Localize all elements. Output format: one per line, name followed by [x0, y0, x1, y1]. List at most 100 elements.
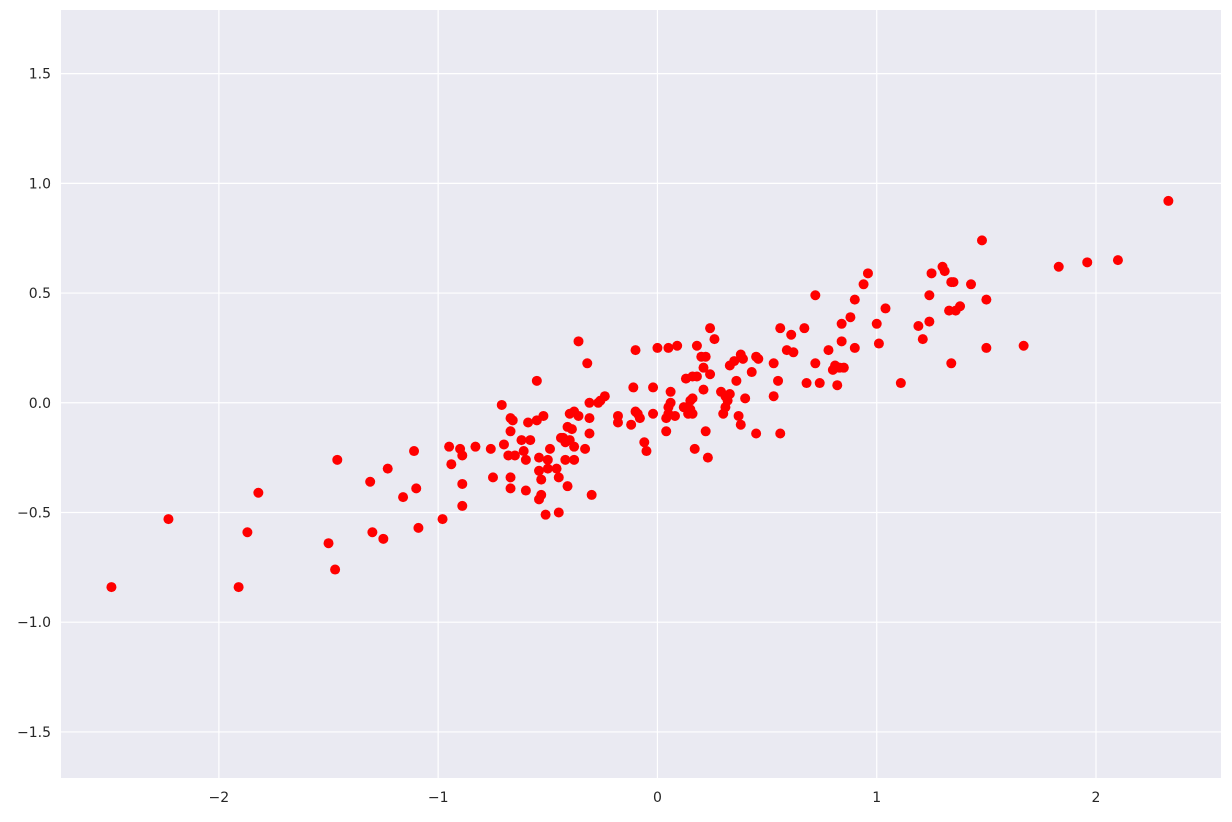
point: [832, 380, 843, 391]
x-tick-label: 1: [872, 790, 881, 806]
point: [163, 514, 174, 525]
point: [566, 424, 577, 435]
point: [836, 318, 847, 329]
x-tick-label: −1: [428, 790, 449, 806]
point: [845, 312, 856, 323]
point: [378, 533, 389, 544]
point: [687, 408, 698, 419]
point: [731, 375, 742, 386]
point: [509, 450, 520, 461]
point: [814, 378, 825, 389]
point: [569, 441, 580, 452]
y-tick-label: 1.5: [29, 67, 51, 83]
point: [981, 294, 992, 305]
y-tick-label: 0.0: [29, 396, 51, 412]
point: [849, 342, 860, 353]
point: [253, 487, 264, 498]
point: [582, 358, 593, 369]
point: [538, 410, 549, 421]
y-tick-label: −1.0: [17, 615, 51, 631]
point: [926, 268, 937, 279]
point: [612, 417, 623, 428]
point: [689, 443, 700, 454]
point: [836, 336, 847, 347]
point: [665, 386, 676, 397]
point: [838, 362, 849, 373]
point: [630, 345, 641, 356]
point: [729, 356, 740, 367]
point: [966, 279, 977, 290]
points: [106, 195, 1174, 593]
point: [981, 342, 992, 353]
point: [880, 303, 891, 314]
point: [507, 415, 518, 426]
point: [437, 514, 448, 525]
point: [799, 323, 810, 334]
plot-area: [61, 10, 1221, 778]
point: [737, 353, 748, 364]
point: [672, 340, 683, 351]
point: [698, 384, 709, 395]
y-tick-label: −1.5: [17, 725, 51, 741]
point: [687, 393, 698, 404]
point: [1053, 261, 1064, 272]
point: [858, 279, 869, 290]
point: [1112, 255, 1123, 266]
point: [751, 428, 762, 439]
point: [586, 489, 597, 500]
point: [544, 443, 555, 454]
point: [485, 443, 496, 454]
point: [691, 340, 702, 351]
point: [382, 463, 393, 474]
point: [709, 334, 720, 345]
point: [233, 582, 244, 593]
point: [705, 369, 716, 380]
point: [446, 459, 457, 470]
point: [531, 375, 542, 386]
y-tick-label: 1.0: [29, 176, 51, 192]
point: [810, 290, 821, 301]
point: [768, 391, 779, 402]
point: [523, 417, 534, 428]
point: [444, 441, 455, 452]
point: [700, 351, 711, 362]
point: [862, 268, 873, 279]
point: [573, 336, 584, 347]
point: [661, 426, 672, 437]
point: [924, 290, 935, 301]
point: [367, 527, 378, 538]
point: [924, 316, 935, 327]
point: [634, 413, 645, 424]
y-tick-label: 0.5: [29, 286, 51, 302]
point: [536, 474, 547, 485]
point: [580, 443, 591, 454]
point: [505, 426, 516, 437]
point: [553, 507, 564, 518]
point: [1163, 195, 1174, 206]
point: [242, 527, 253, 538]
point: [955, 301, 966, 312]
point: [520, 485, 531, 496]
point: [332, 454, 343, 465]
point: [700, 426, 711, 437]
point: [518, 446, 529, 457]
x-tick-label: −2: [209, 790, 230, 806]
point: [457, 478, 468, 489]
point: [946, 358, 957, 369]
point: [516, 435, 527, 446]
point: [540, 509, 551, 520]
point: [569, 454, 580, 465]
point: [849, 294, 860, 305]
point: [628, 382, 639, 393]
point: [702, 452, 713, 463]
point: [551, 463, 562, 474]
point: [534, 452, 545, 463]
point: [735, 419, 746, 430]
point: [323, 538, 334, 549]
point: [553, 472, 564, 483]
point: [669, 410, 680, 421]
point: [768, 358, 779, 369]
point: [584, 397, 595, 408]
point: [470, 441, 481, 452]
